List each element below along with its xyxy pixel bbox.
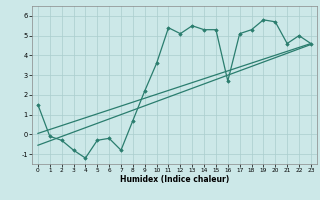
X-axis label: Humidex (Indice chaleur): Humidex (Indice chaleur) [120,175,229,184]
